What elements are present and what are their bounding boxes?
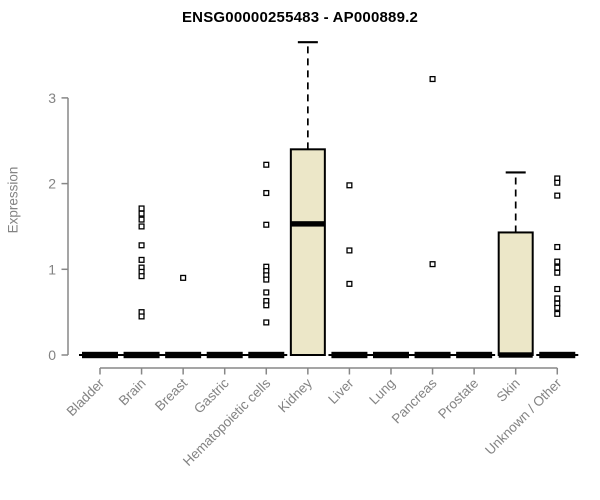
x-tick-label: Skin (494, 376, 523, 405)
outlier-point (554, 179, 561, 186)
x-tick-label: Breast (152, 375, 190, 413)
x-tick-label: Pancreas (389, 375, 440, 426)
outlier-point (138, 210, 145, 217)
x-tick-label: Kidney (275, 375, 315, 415)
median-line-flat (331, 351, 368, 359)
median-line-flat (82, 351, 118, 359)
outlier-point (138, 242, 145, 249)
y-tick-label: 0 (48, 347, 56, 363)
x-tick-label: Bladder (64, 375, 108, 419)
outlier-point (263, 161, 270, 168)
outlier-point (554, 269, 561, 276)
x-tick-label: Unknown / Other (482, 375, 565, 458)
outlier-point (554, 304, 561, 311)
outlier-point (138, 273, 145, 280)
outlier-point (554, 258, 561, 265)
x-tick-label: Brain (116, 376, 149, 409)
outlier-point (263, 221, 270, 228)
outlier-point (346, 280, 353, 287)
outlier-point (429, 261, 436, 268)
outlier-point (138, 256, 145, 263)
outlier-point (346, 182, 353, 189)
median-line-flat (414, 351, 451, 359)
outlier-point (138, 223, 145, 230)
outlier-point (554, 243, 561, 251)
outlier-point (554, 192, 561, 199)
outlier-point (138, 205, 145, 212)
y-tick-label: 3 (48, 90, 56, 106)
y-tick-label: 2 (48, 176, 56, 192)
outlier-point (263, 302, 270, 309)
median-line-flat (165, 351, 202, 359)
outlier-point (429, 75, 436, 83)
x-tick-label: Gastric (191, 375, 232, 416)
outlier-point (263, 189, 270, 197)
outlier-point (554, 264, 561, 271)
x-tick-label: Prostate (435, 376, 481, 422)
median-line (498, 352, 533, 358)
box (497, 231, 534, 357)
median-line-flat (372, 351, 409, 359)
median-line-flat (456, 351, 493, 359)
outlier-point (138, 313, 145, 320)
outlier-point (263, 289, 270, 296)
outlier-point (138, 216, 145, 223)
median-line-flat (248, 351, 285, 359)
outlier-point (554, 310, 561, 317)
x-tick-label: Liver (325, 375, 357, 407)
outlier-point (263, 319, 270, 326)
median-line (290, 221, 325, 227)
x-tick-label: Lung (366, 376, 398, 408)
outlier-point (554, 295, 561, 302)
outlier-point (180, 274, 187, 281)
median-line-flat (123, 351, 160, 359)
outlier-point (554, 285, 561, 293)
median-line-flat (206, 351, 243, 359)
y-tick-label: 1 (48, 261, 56, 277)
outlier-point (263, 276, 270, 283)
chart-title: ENSG00000255483 - AP000889.2 (181, 9, 419, 26)
outlier-point (346, 247, 353, 254)
box (289, 148, 326, 356)
median-line-flat (539, 351, 576, 359)
